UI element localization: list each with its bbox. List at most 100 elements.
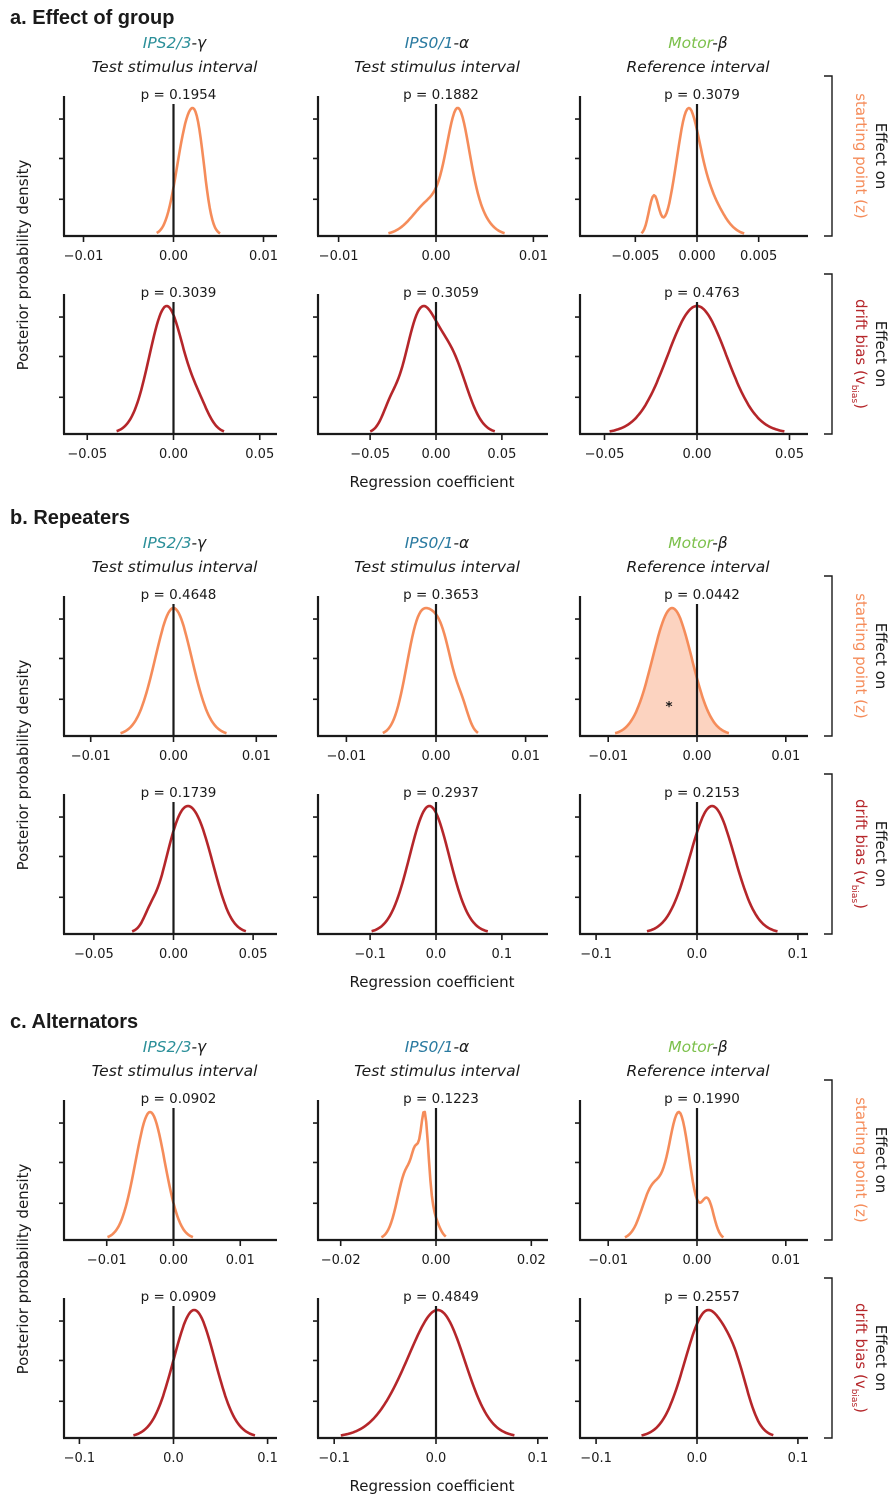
x-tick-label: −0.1 (580, 947, 612, 962)
p-value-label: p = 0.4849 (403, 1289, 479, 1305)
panel: −0.01 0.00 0.01 p = 0.4648 (59, 587, 277, 764)
column-header-interval: Reference interval (626, 1062, 770, 1080)
region-name: IPS0/1 (405, 34, 454, 52)
x-tick-label: −0.01 (71, 749, 111, 764)
region-name: IPS2/3 (143, 34, 192, 52)
x-tick-label: −0.1 (318, 1451, 350, 1466)
x-tick-label: −0.05 (585, 447, 625, 462)
section-3: c. Alternators IPS2/3-γ Test stimulus inte… (10, 1011, 890, 1495)
x-tick-label: 0.1 (788, 947, 809, 962)
column-header-region: Motor-β (668, 534, 728, 552)
x-axis-label: Regression coefficient (350, 973, 515, 991)
column-header-region: IPS2/3-γ (143, 1038, 207, 1056)
column-header-interval: Test stimulus interval (354, 558, 520, 576)
panel: −0.1 0.0 0.1 p = 0.0909 (59, 1289, 278, 1466)
density-curve (371, 804, 489, 933)
column-header-region: IPS0/1-α (405, 534, 470, 552)
panel: −0.01 0.00 0.01 p = 0.3653 (313, 587, 548, 764)
column-header-region: IPS2/3-γ (143, 534, 207, 552)
panel: −0.01 0.00 0.01 p = 0.0902 (59, 1091, 277, 1268)
p-value-label: p = 0.1990 (664, 1091, 740, 1107)
row-bracket (824, 273, 833, 435)
panel: −0.01 0.00 0.01 p = 0.1990 (575, 1091, 808, 1268)
density-curve (641, 1308, 774, 1437)
x-tick-label: 0.00 (159, 249, 188, 264)
column-header-region: Motor-β (668, 1038, 728, 1056)
x-tick-label: −0.1 (354, 947, 386, 962)
panel: −0.1 0.0 0.1 p = 0.2557 (575, 1289, 808, 1466)
density-curve (624, 1110, 725, 1239)
x-tick-label: 0.01 (242, 749, 271, 764)
density-curve (646, 804, 778, 933)
panel: −0.1 0.0 0.1 p = 0.2153 (575, 785, 808, 962)
p-value-label: p = 0.0902 (141, 1091, 217, 1107)
p-value-label: p = 0.4648 (141, 587, 217, 603)
p-value-label: p = 0.2937 (403, 785, 479, 801)
panel: −0.05 0.00 0.05 p = 0.3039 (59, 285, 277, 462)
region-name: Motor (668, 534, 714, 552)
row-label-line1: Effect on (872, 123, 890, 190)
panel: −0.05 0.00 0.05 p = 0.4763 (575, 285, 808, 462)
density-curve (107, 1110, 194, 1239)
row-label-line1: Effect on (872, 1325, 890, 1392)
p-value-label: p = 0.1954 (141, 87, 217, 103)
x-tick-label: 0.0 (426, 947, 447, 962)
y-axis-label: Posterior probability density (14, 159, 32, 370)
density-curve (369, 304, 496, 433)
column-header-region: Motor-β (668, 34, 728, 52)
x-tick-label: 0.00 (159, 749, 188, 764)
row-bracket (824, 75, 833, 237)
region-name: Motor (668, 34, 714, 52)
region-band: -α (453, 34, 469, 52)
region-band: -γ (191, 34, 207, 52)
p-value-label: p = 0.2557 (664, 1289, 740, 1305)
section-1: a. Effect of group IPS2/3-γ Test stimulus … (10, 7, 890, 491)
region-name: IPS0/1 (405, 1038, 454, 1056)
row-label-line1: Effect on (872, 623, 890, 690)
column-header-region: IPS2/3-γ (143, 34, 207, 52)
x-tick-label: 0.00 (422, 249, 451, 264)
row-label-main: drift bias (v (852, 1303, 870, 1389)
column-header-interval: Test stimulus interval (354, 58, 520, 76)
x-tick-label: −0.05 (67, 447, 107, 462)
x-tick-label: 0.1 (788, 1451, 809, 1466)
x-tick-label: 0.1 (527, 1451, 548, 1466)
x-tick-label: 0.1 (257, 1451, 278, 1466)
x-tick-label: −0.05 (74, 947, 114, 962)
x-tick-label: 0.00 (683, 749, 712, 764)
x-tick-label: 0.01 (226, 1253, 255, 1268)
x-tick-label: 0.0 (426, 1451, 447, 1466)
x-tick-label: −0.01 (588, 749, 628, 764)
row-label-subscript: bias (849, 385, 859, 404)
column-header-region: IPS0/1-α (405, 1038, 470, 1056)
x-axis-label: Regression coefficient (350, 1477, 515, 1495)
density-curve (382, 606, 479, 735)
row-label-line2: drift bias (vbias) (849, 1303, 870, 1413)
region-name: Motor (668, 1038, 714, 1056)
row-label-close: ) (852, 903, 870, 909)
x-tick-label: −0.01 (319, 249, 359, 264)
p-value-label: p = 0.1223 (403, 1091, 479, 1107)
region-band: -β (712, 534, 728, 552)
x-tick-label: 0.01 (771, 1253, 800, 1268)
x-tick-label: −0.005 (611, 249, 659, 264)
panel: −0.05 0.00 0.05 p = 0.3059 (313, 285, 548, 462)
row-bracket (824, 773, 833, 935)
panel: −0.02 0.00 0.02 p = 0.1223 (313, 1091, 548, 1268)
p-value-label: p = 0.1739 (141, 785, 217, 801)
x-tick-label: 0.000 (678, 249, 715, 264)
x-tick-label: 0.01 (249, 249, 278, 264)
x-tick-label: −0.02 (321, 1253, 361, 1268)
region-name: IPS2/3 (143, 1038, 192, 1056)
density-curve (156, 106, 221, 235)
column-header-interval: Reference interval (626, 58, 770, 76)
x-tick-label: 0.05 (239, 947, 268, 962)
panel: −0.01 0.00 0.01 p = 0.0442 * (575, 587, 808, 764)
row-label-main: drift bias (v (852, 799, 870, 885)
row-label-subscript: bias (849, 885, 859, 904)
region-band: -γ (191, 1038, 207, 1056)
row-label-line1: Effect on (872, 1127, 890, 1194)
